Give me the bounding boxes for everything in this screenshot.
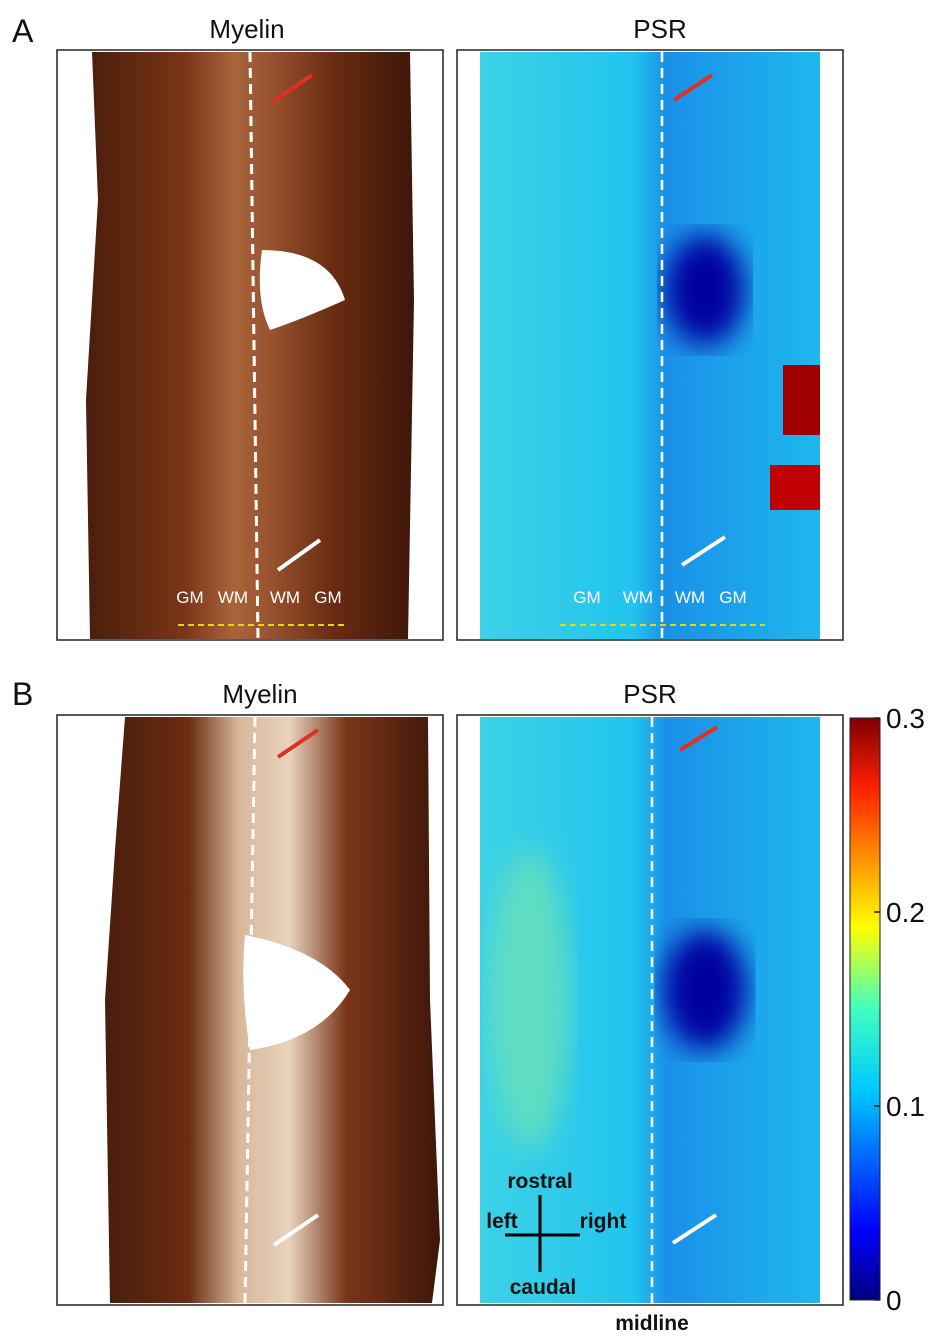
image-title: Myelin bbox=[222, 679, 297, 709]
colorbar-tick-label: 0.1 bbox=[886, 1091, 925, 1122]
psr-map bbox=[480, 52, 820, 639]
colorbar-tick-label: 0.3 bbox=[886, 703, 925, 734]
region-label: GM bbox=[573, 588, 600, 607]
region-label: WM bbox=[218, 588, 248, 607]
orientation-label: caudal bbox=[510, 1276, 577, 1299]
region-label: WM bbox=[623, 588, 653, 607]
psr-low bbox=[663, 930, 747, 1050]
colorbar-tick-label: 0.2 bbox=[886, 897, 925, 928]
psr-mid bbox=[490, 850, 570, 1150]
region-label: GM bbox=[719, 588, 746, 607]
psr-high bbox=[783, 365, 820, 435]
region-label: GM bbox=[314, 588, 341, 607]
image-title: PSR bbox=[623, 679, 676, 709]
region-label: GM bbox=[176, 588, 203, 607]
region-label: WM bbox=[675, 588, 705, 607]
colorbar-tick-label: 0 bbox=[886, 1285, 902, 1316]
midline-label: midline bbox=[615, 1312, 689, 1335]
figure: A B Myelin PSR Myelin PSR GM WM WM GM GM… bbox=[0, 0, 940, 1337]
psr-high bbox=[770, 465, 820, 510]
psr-low bbox=[665, 235, 745, 345]
panel-label: A bbox=[12, 13, 34, 49]
image-title: Myelin bbox=[209, 14, 284, 44]
orientation-label: rostral bbox=[507, 1170, 572, 1193]
orientation-label: right bbox=[580, 1210, 627, 1233]
panel-label: B bbox=[12, 676, 33, 712]
orientation-label: left bbox=[486, 1210, 518, 1233]
region-label: WM bbox=[270, 588, 300, 607]
image-title: PSR bbox=[633, 14, 686, 44]
colorbar bbox=[850, 718, 880, 1300]
